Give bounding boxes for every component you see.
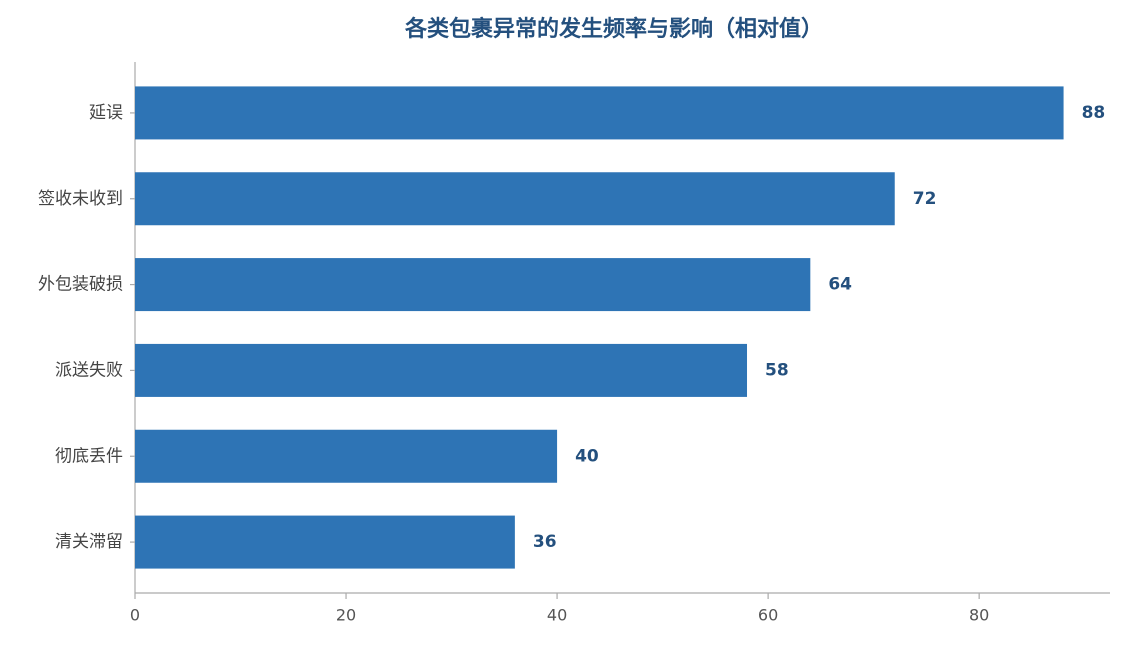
x-tick-label: 20 [336,606,356,625]
bar [135,258,811,312]
value-label: 58 [765,360,789,380]
bar [135,429,558,483]
bar [135,172,895,226]
y-tick-label: 外包装破损 [38,275,123,295]
y-tick-label: 延误 [89,103,123,123]
y-tick-label: 清关滞留 [55,532,123,552]
value-label: 64 [828,275,852,295]
y-tick-label: 派送失败 [55,360,123,380]
x-tick-label: 0 [130,606,140,625]
x-tick-label: 80 [969,606,989,625]
x-tick-label: 40 [547,606,567,625]
bar [135,86,1064,140]
x-tick-label: 60 [758,606,778,625]
value-label: 40 [575,446,599,466]
chart-title: 各类包裹异常的发生频率与影响（相对值） [404,16,823,42]
value-label: 36 [533,532,557,552]
bar [135,515,515,569]
value-label: 72 [913,189,937,209]
y-tick-label: 签收未收到 [38,189,123,209]
bar [135,343,748,397]
y-tick-label: 彻底丢件 [55,446,123,466]
value-label: 88 [1082,103,1106,123]
